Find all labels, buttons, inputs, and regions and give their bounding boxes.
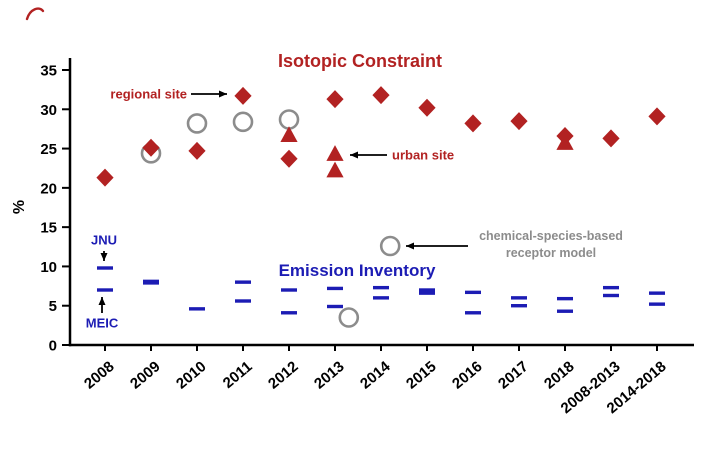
receptor-model-circle-marker <box>232 111 254 133</box>
y-tick-label: 10 <box>40 259 57 276</box>
regional-site-diamond-marker <box>280 149 298 168</box>
receptor-model-annotation: chemical-species-based receptor model <box>479 228 623 262</box>
x-tick-label: 2018 <box>541 358 577 392</box>
regional-site-diamond-marker <box>510 112 528 131</box>
emission-inventory-dash-marker <box>97 288 113 292</box>
receptor-model-circle-marker <box>278 109 300 130</box>
y-axis-label: % <box>11 200 28 214</box>
regional-site-diamond-marker <box>556 127 574 145</box>
regional-site-diamond-marker <box>326 90 344 109</box>
y-tick-label: 25 <box>40 141 57 158</box>
emission-inventory-title: Emission Inventory <box>278 261 436 280</box>
emission-inventory-dash-marker <box>281 288 297 292</box>
x-tick-label: 2016 <box>449 358 485 392</box>
urban-site-triangle-marker <box>326 145 344 161</box>
emission-inventory-dash-marker <box>327 304 343 309</box>
jnu-label: JNU <box>90 232 118 248</box>
x-tick-label: 2009 <box>127 358 163 392</box>
x-tick-label: 2012 <box>265 358 301 392</box>
emission-inventory-dash-marker <box>557 296 573 301</box>
emission-inventory-dash-marker <box>649 291 665 295</box>
x-tick-label: 2010 <box>173 358 209 392</box>
y-tick-label: 5 <box>49 298 57 315</box>
x-tick-label: 2008 <box>81 358 117 392</box>
y-tick-label: 15 <box>40 220 57 237</box>
receptor-model-circle-marker <box>338 307 360 328</box>
regional-site-diamond-marker <box>234 86 252 105</box>
emission-inventory-dash-marker <box>281 311 297 315</box>
meic-label: MEIC <box>85 315 119 331</box>
emission-inventory-dash-marker <box>143 281 159 285</box>
emission-inventory-dash-marker <box>649 302 665 306</box>
regional-site-diamond-marker <box>648 107 666 126</box>
receptor-model-circle-marker <box>186 113 208 134</box>
regional-site-diamond-marker <box>142 138 160 157</box>
emission-inventory-dash-marker <box>419 291 435 295</box>
regional-site-diamond-marker <box>602 129 620 148</box>
regional-site-diamond-marker <box>188 141 206 160</box>
x-tick-label: 2017 <box>495 358 531 392</box>
x-tick-label: 2011 <box>220 358 256 392</box>
emission-inventory-dash-marker <box>97 266 113 270</box>
urban-site-triangle-marker <box>280 126 298 143</box>
emission-inventory-dash-marker <box>465 311 481 315</box>
y-tick-label: 0 <box>49 338 57 355</box>
emission-inventory-dash-marker <box>557 309 573 313</box>
isotopic-constraint-title: Isotopic Constraint <box>277 51 443 71</box>
y-tick-label: 30 <box>40 102 57 119</box>
corner-artifact-icon <box>25 7 45 21</box>
regional-site-diamond-marker <box>464 114 482 133</box>
regional-site-diamond-marker <box>418 98 436 117</box>
emission-inventory-dash-marker <box>235 280 251 284</box>
regional-site-diamond-marker <box>372 86 390 105</box>
emission-inventory-dash-marker <box>603 285 619 290</box>
receptor-model-circle-marker <box>379 235 401 257</box>
urban-site-triangle-marker <box>326 161 344 178</box>
y-tick-label: 35 <box>40 63 57 80</box>
x-tick-label: 2013 <box>311 358 347 392</box>
receptor-model-annotation-line2: receptor model <box>505 246 597 260</box>
emission-inventory-dash-marker <box>419 288 435 292</box>
emission-inventory-dash-marker <box>603 293 619 298</box>
x-tick-label: 2015 <box>403 358 439 392</box>
emission-inventory-dash-marker <box>465 290 481 295</box>
emission-inventory-dash-marker <box>511 304 527 308</box>
emission-inventory-dash-marker <box>235 299 251 303</box>
urban-site-annotation: urban site <box>392 147 455 163</box>
emission-inventory-dash-marker <box>373 285 389 290</box>
emission-inventory-dash-marker <box>327 286 343 291</box>
emission-inventory-dash-marker <box>189 307 205 311</box>
y-tick-label: 20 <box>40 180 57 197</box>
emission-inventory-dash-marker <box>373 296 389 300</box>
receptor-model-annotation-line1: chemical-species-based <box>479 229 623 244</box>
emission-inventory-dash-marker <box>511 296 527 300</box>
x-tick-label: 2014 <box>357 358 394 393</box>
regional-site-diamond-marker <box>96 168 114 187</box>
regional-site-annotation: regional site <box>110 86 187 102</box>
